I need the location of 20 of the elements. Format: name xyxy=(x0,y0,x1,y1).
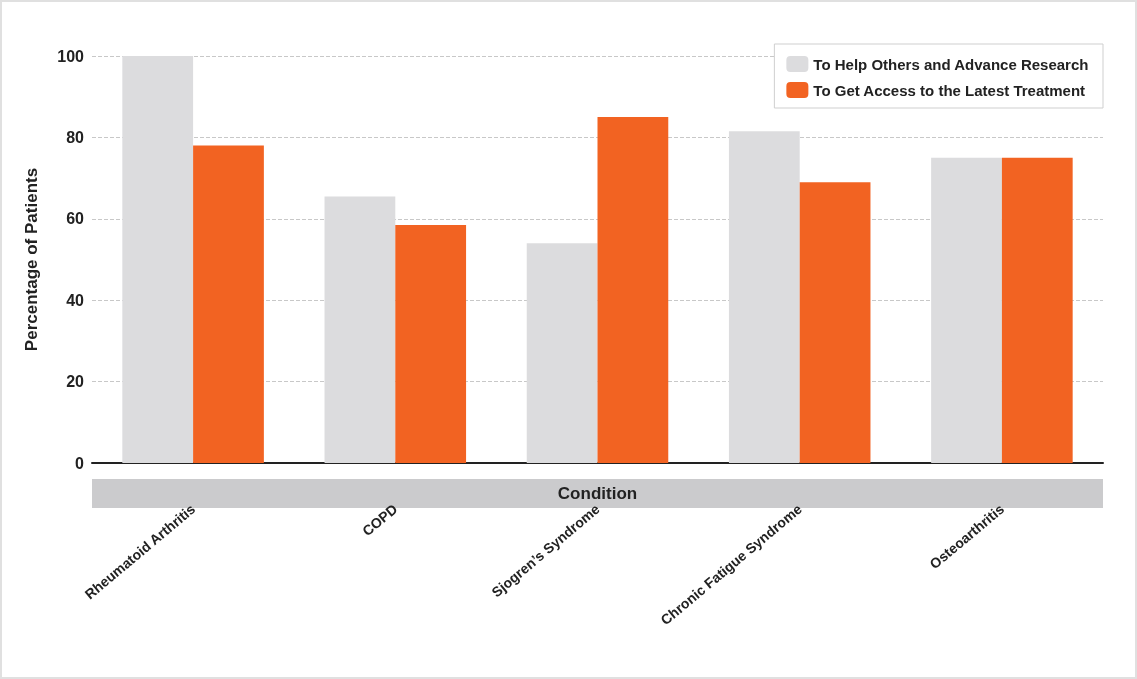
bar xyxy=(1001,157,1073,463)
y-tick-label: 100 xyxy=(57,47,85,65)
bar xyxy=(728,131,800,463)
y-tick-label: 80 xyxy=(66,128,85,146)
y-tick-label: 40 xyxy=(66,291,85,309)
bar xyxy=(395,224,467,463)
legend-label: To Get Access to the Latest Treatment xyxy=(813,81,1086,99)
bar xyxy=(526,243,598,463)
y-tick-label: 60 xyxy=(66,210,85,228)
bar xyxy=(122,56,194,463)
bar xyxy=(324,196,396,463)
y-tick-label: 20 xyxy=(66,373,85,391)
legend-label: To Help Others and Advance Research xyxy=(813,55,1089,73)
y-tick-label: 0 xyxy=(75,454,85,472)
bar xyxy=(799,182,871,463)
y-axis-title: Percentage of Patients xyxy=(22,167,41,352)
bar xyxy=(597,117,669,463)
bar xyxy=(193,145,264,463)
bar xyxy=(931,157,1002,463)
x-axis-title: Condition xyxy=(557,484,638,503)
